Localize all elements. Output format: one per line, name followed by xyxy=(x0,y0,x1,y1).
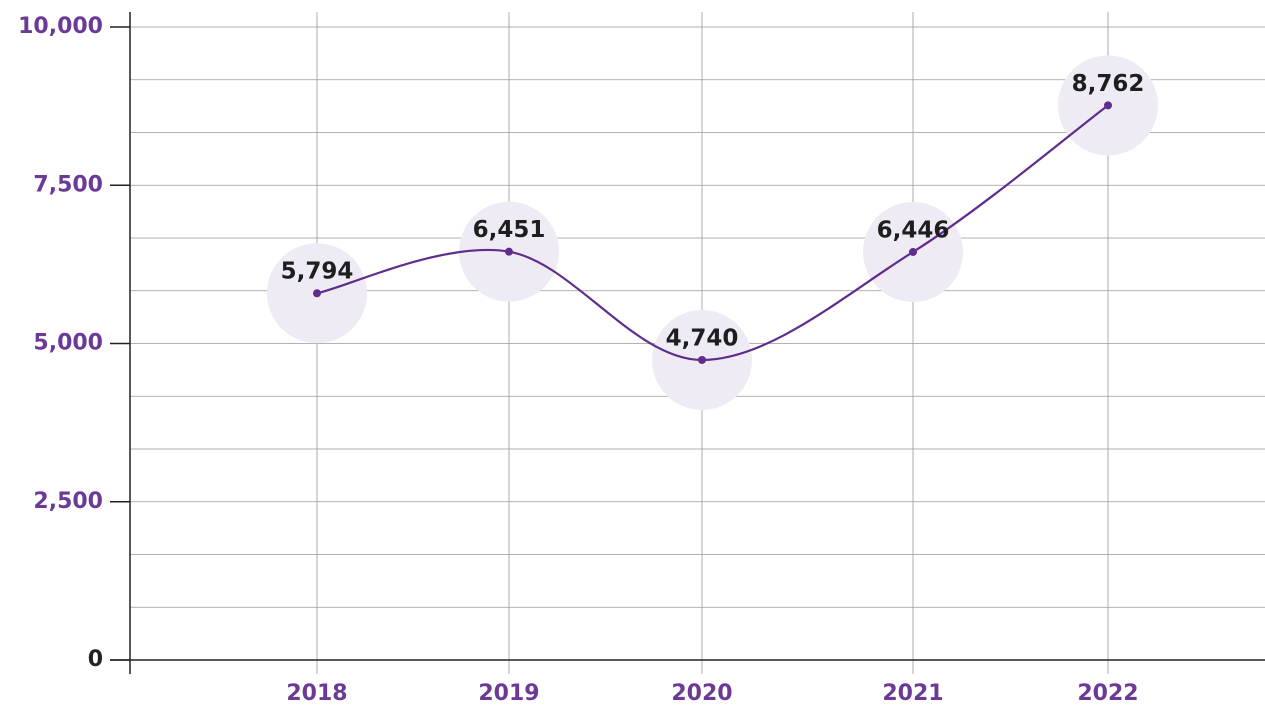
x-tick-label: 2018 xyxy=(286,681,347,706)
data-label: 4,740 xyxy=(666,325,739,351)
data-label: 6,446 xyxy=(877,217,950,243)
data-label: 5,794 xyxy=(281,259,354,285)
y-tick-label: 0 xyxy=(88,647,103,672)
x-tick-label: 2019 xyxy=(478,681,539,706)
point xyxy=(313,289,321,298)
x-tick-label: 2022 xyxy=(1077,681,1138,706)
y-tick-label: 7,500 xyxy=(33,172,103,197)
data-label: 6,451 xyxy=(473,217,546,243)
x-tick-label: 2021 xyxy=(882,681,943,706)
y-tick-label: 5,000 xyxy=(33,331,103,356)
point xyxy=(909,247,917,256)
data-label: 8,762 xyxy=(1072,71,1145,97)
x-tick-label: 2020 xyxy=(671,681,732,706)
point xyxy=(698,355,706,364)
point xyxy=(505,247,513,256)
point xyxy=(1104,101,1112,110)
y-tick-label: 10,000 xyxy=(18,14,103,39)
y-tick-label: 2,500 xyxy=(33,489,103,514)
